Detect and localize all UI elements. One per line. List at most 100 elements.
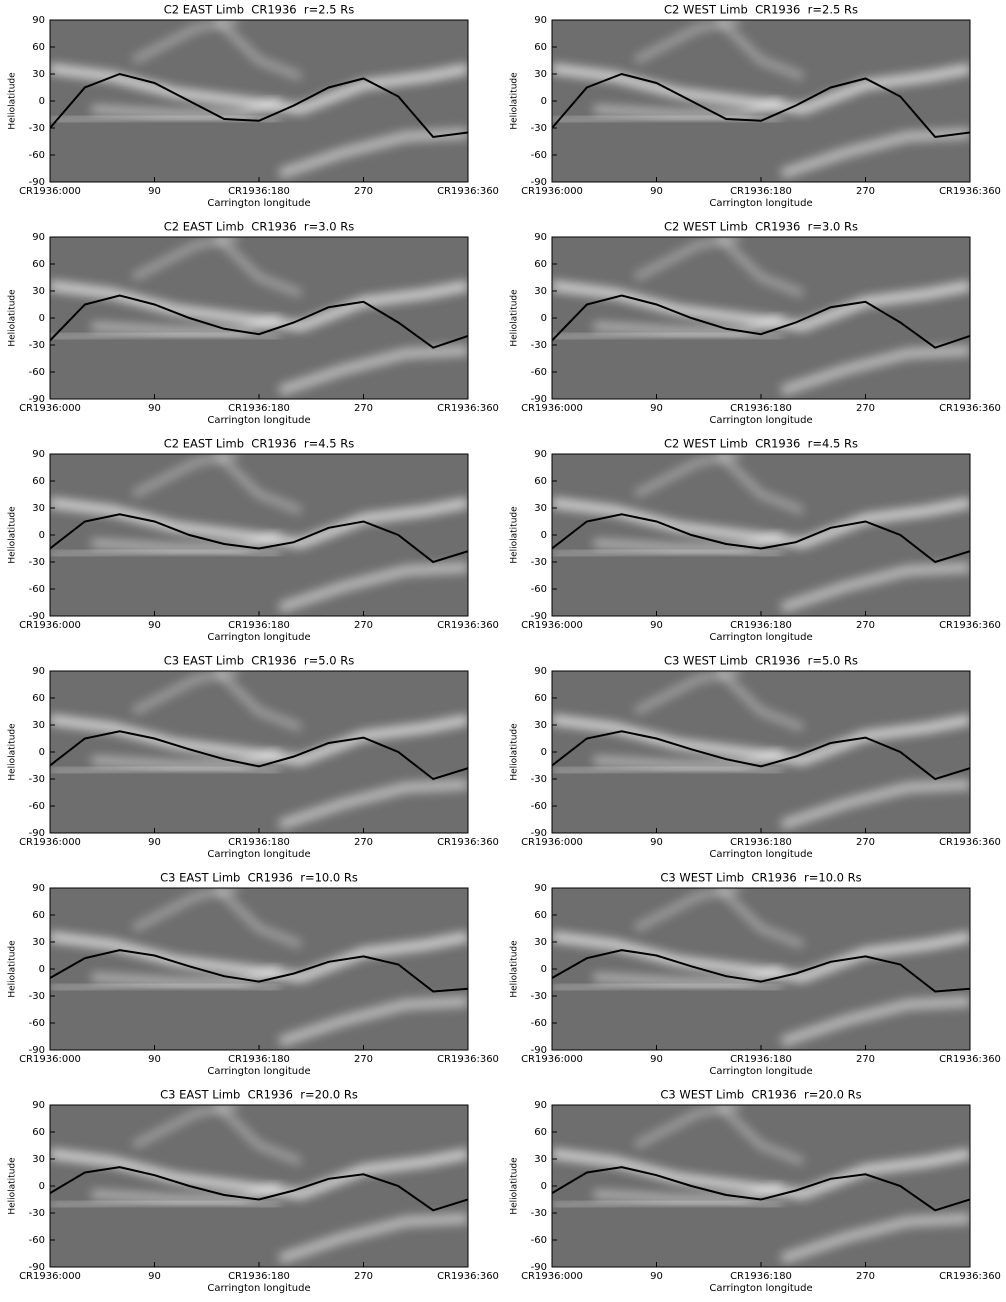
y-tick-label: 30 <box>534 286 547 297</box>
y-tick-label: 30 <box>32 503 45 514</box>
y-tick-label: 90 <box>32 1100 45 1111</box>
y-tick-label: 60 <box>534 42 547 53</box>
y-axis-label: Heliolatitude <box>510 723 520 781</box>
streamer-band <box>278 345 468 396</box>
streamer-band <box>593 965 784 986</box>
y-tick-label: -90 <box>29 1262 45 1273</box>
y-axis-label: Heliolatitude <box>510 289 520 347</box>
x-axis-label: Carrington longitude <box>207 849 310 860</box>
y-tick-label: -60 <box>531 367 547 378</box>
y-tick-label: -60 <box>531 801 547 812</box>
y-axis-label: Heliolatitude <box>8 1157 18 1215</box>
synoptic-map <box>552 1105 970 1267</box>
y-tick-label: 60 <box>534 693 547 704</box>
x-tick-label: CR1936:180 <box>730 403 792 414</box>
y-tick-label: 30 <box>32 720 45 731</box>
chart-title: C2 EAST Limb CR1936 r=2.5 Rs <box>164 3 354 17</box>
x-tick-label: CR1936:360 <box>939 403 1001 414</box>
y-tick-label: 0 <box>541 96 547 107</box>
panel: C2 WEST Limb CR1936 r=3.0 Rs Carrington l… <box>510 220 1001 427</box>
y-axis-label: Heliolatitude <box>8 289 18 347</box>
x-axis-label: Carrington longitude <box>709 1066 812 1077</box>
y-tick-label: -90 <box>531 1262 547 1273</box>
y-tick-label: -60 <box>531 584 547 595</box>
synoptic-map <box>50 671 468 833</box>
panel: C2 WEST Limb CR1936 r=4.5 Rs Carrington l… <box>510 437 1001 644</box>
y-tick-label: 60 <box>534 1127 547 1138</box>
y-tick-label: -60 <box>29 584 45 595</box>
chart-title: C2 EAST Limb CR1936 r=4.5 Rs <box>164 437 354 451</box>
streamer-band <box>552 1199 783 1209</box>
y-tick-label: -60 <box>531 1018 547 1029</box>
y-tick-label: -30 <box>531 774 547 785</box>
streamer-band <box>593 314 784 335</box>
x-tick-label: 90 <box>650 403 663 414</box>
x-tick-label: 270 <box>856 837 875 848</box>
streamer-band <box>91 531 282 552</box>
x-axis-label: Carrington longitude <box>207 198 310 209</box>
synoptic-map <box>552 20 970 182</box>
y-axis-label: Heliolatitude <box>8 72 18 130</box>
streamer-band <box>278 996 468 1047</box>
streamer-band <box>780 562 970 613</box>
streamer-band <box>50 114 281 124</box>
panel: C3 EAST Limb CR1936 r=20.0 Rs Carrington … <box>8 1088 499 1295</box>
x-tick-label: CR1936:180 <box>228 1054 290 1065</box>
y-tick-label: 60 <box>32 259 45 270</box>
x-tick-label: 90 <box>650 1271 663 1282</box>
y-tick-label: -30 <box>29 991 45 1002</box>
streamer-band <box>91 965 282 986</box>
streamer-band <box>91 748 282 769</box>
chart-title: C2 WEST Limb CR1936 r=2.5 Rs <box>664 3 858 17</box>
x-tick-label: 270 <box>354 620 373 631</box>
panel: C2 EAST Limb CR1936 r=4.5 Rs Carrington l… <box>8 437 499 644</box>
y-tick-label: 30 <box>32 937 45 948</box>
y-tick-label: 30 <box>534 69 547 80</box>
streamer-band <box>278 562 468 613</box>
y-tick-label: 0 <box>39 530 45 541</box>
x-tick-label: CR1936:180 <box>228 403 290 414</box>
streamer-band <box>278 779 468 830</box>
streamer-band <box>278 1213 468 1264</box>
streamer-band <box>593 748 784 769</box>
streamer-band <box>50 548 281 558</box>
streamer-band <box>552 548 783 558</box>
streamer-band <box>593 97 784 118</box>
y-tick-label: 90 <box>534 1100 547 1111</box>
y-tick-label: 60 <box>534 259 547 270</box>
x-tick-label: CR1936:180 <box>730 1271 792 1282</box>
y-tick-label: 60 <box>32 42 45 53</box>
neutral-line <box>50 294 468 349</box>
y-tick-label: -90 <box>29 828 45 839</box>
synoptic-map <box>552 671 970 833</box>
y-tick-label: -60 <box>531 1235 547 1246</box>
x-tick-label: CR1936:000 <box>521 1271 583 1282</box>
x-axis-label: Carrington longitude <box>207 1066 310 1077</box>
neutral-line <box>552 1166 970 1212</box>
y-tick-label: -30 <box>29 1208 45 1219</box>
chart-title: C3 EAST Limb CR1936 r=20.0 Rs <box>160 1088 358 1102</box>
x-tick-label: CR1936:000 <box>521 403 583 414</box>
synoptic-map <box>552 454 970 616</box>
x-tick-label: CR1936:360 <box>437 620 499 631</box>
streamer-band <box>716 888 805 949</box>
x-tick-label: CR1936:000 <box>521 186 583 197</box>
x-tick-label: CR1936:360 <box>939 186 1001 197</box>
y-tick-label: -90 <box>531 177 547 188</box>
streamer-band <box>214 888 303 949</box>
x-tick-label: 270 <box>856 186 875 197</box>
y-tick-label: 30 <box>32 286 45 297</box>
y-tick-label: 90 <box>534 232 547 243</box>
x-tick-label: 90 <box>148 620 161 631</box>
y-tick-label: 60 <box>32 476 45 487</box>
y-tick-label: 0 <box>541 313 547 324</box>
synoptic-map <box>50 454 468 616</box>
x-tick-label: 90 <box>148 403 161 414</box>
x-tick-label: CR1936:000 <box>521 837 583 848</box>
streamer-band <box>552 982 783 992</box>
y-tick-label: 0 <box>541 1181 547 1192</box>
neutral-line <box>50 1166 468 1212</box>
x-tick-label: 270 <box>354 403 373 414</box>
x-tick-label: 270 <box>856 403 875 414</box>
x-tick-label: CR1936:180 <box>228 186 290 197</box>
